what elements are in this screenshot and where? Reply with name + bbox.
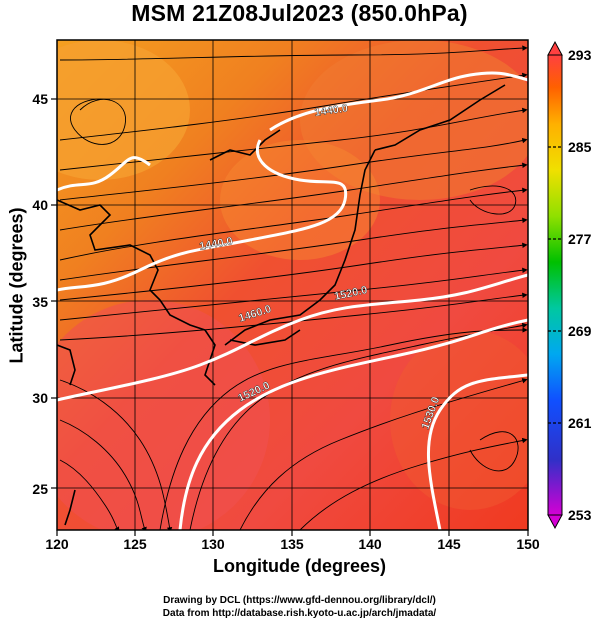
x-tick-label: 150	[516, 536, 540, 552]
y-tick-label: 35	[32, 294, 48, 310]
colorbar-tick-label: 277	[568, 231, 592, 247]
colorbar: 293 285 277 269 261 253	[547, 40, 592, 530]
x-tick-labels: 120 125 130 135 140 145 150	[45, 536, 540, 552]
credit-drawing: Drawing by DCL (https://www.gfd-dennou.o…	[163, 595, 436, 606]
colorbar-scale	[547, 54, 563, 516]
page-title: MSM 21Z08Jul2023 (850.0hPa)	[131, 0, 468, 26]
colorbar-tick-label: 253	[568, 507, 592, 523]
tick-marks	[51, 98, 529, 536]
colorbar-upper-arrow	[547, 40, 563, 56]
colorbar-tick-label: 269	[568, 323, 592, 339]
y-tick-label: 25	[32, 481, 48, 497]
contour-label: 1440.0	[198, 235, 233, 253]
colorbar-lower-arrow	[547, 514, 563, 530]
contour-label: 1440.0	[314, 102, 349, 119]
x-tick-label: 125	[123, 536, 147, 552]
credits: Drawing by DCL (https://www.gfd-dennou.o…	[0, 594, 599, 620]
x-tick-label: 145	[437, 536, 461, 552]
x-axis-label: Longitude (degrees)	[212, 556, 386, 576]
x-tick-label: 140	[358, 536, 382, 552]
temperature-field	[57, 40, 528, 530]
colorbar-tick-label: 293	[568, 47, 592, 63]
colorbar-tick-label: 261	[568, 415, 592, 431]
colorbar-tick-label: 285	[568, 139, 592, 155]
height-contours	[57, 71, 528, 530]
gridlines	[57, 40, 528, 530]
y-axis-label: Latitude (degrees)	[6, 207, 27, 364]
x-tick-label: 130	[201, 536, 225, 552]
y-tick-label: 40	[32, 197, 48, 213]
credit-data: Data from http://database.rish.kyoto-u.a…	[162, 608, 437, 619]
x-tick-label: 135	[280, 536, 304, 552]
y-tick-label: 45	[32, 91, 48, 107]
coastlines	[57, 84, 506, 526]
y-tick-labels: 25 30 35 40 45	[32, 91, 48, 497]
y-tick-label: 30	[32, 390, 48, 406]
x-tick-label: 120	[45, 536, 69, 552]
